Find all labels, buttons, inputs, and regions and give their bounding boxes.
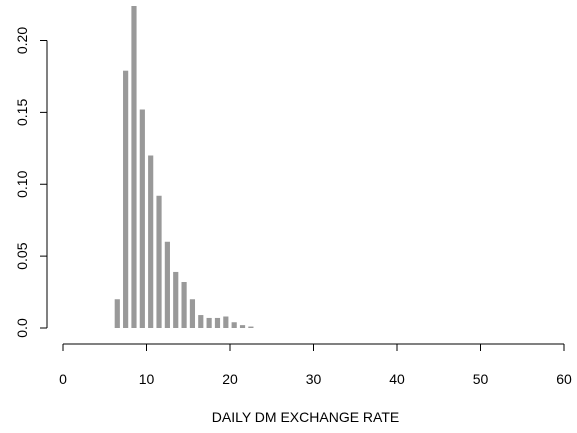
bar bbox=[198, 315, 204, 328]
x-tick-label: 30 bbox=[306, 371, 322, 387]
bar bbox=[139, 109, 145, 328]
bar bbox=[231, 322, 237, 328]
y-tick-label: 0.10 bbox=[14, 170, 30, 197]
bar bbox=[114, 299, 120, 328]
x-tick-label: 20 bbox=[222, 371, 238, 387]
x-tick-label: 50 bbox=[473, 371, 489, 387]
bar bbox=[206, 317, 212, 328]
bar bbox=[148, 155, 154, 328]
bar bbox=[123, 70, 129, 328]
x-axis-title: DAILY DM EXCHANGE RATE bbox=[212, 409, 399, 425]
x-tick-label: 10 bbox=[139, 371, 155, 387]
bar bbox=[164, 241, 170, 328]
bar bbox=[131, 6, 137, 328]
x-tick-label: 0 bbox=[59, 371, 67, 387]
bars-group bbox=[114, 6, 254, 329]
bar bbox=[248, 326, 254, 328]
bar bbox=[156, 195, 162, 328]
bar bbox=[223, 316, 229, 328]
bar bbox=[214, 317, 221, 328]
y-tick-label: 0.0 bbox=[14, 318, 30, 338]
x-tick-label: 40 bbox=[389, 371, 405, 387]
bar bbox=[181, 282, 187, 328]
bar bbox=[239, 325, 246, 329]
bar bbox=[173, 271, 179, 328]
y-tick-label: 0.20 bbox=[14, 27, 30, 54]
x-axis: 0 10 20 30 40 50 60 bbox=[59, 343, 572, 387]
bar bbox=[189, 299, 196, 328]
y-tick-label: 0.15 bbox=[14, 99, 30, 126]
y-axis: 0.0 0.05 0.10 0.15 0.20 bbox=[14, 27, 48, 338]
x-tick-label: 60 bbox=[556, 371, 572, 387]
y-tick-label: 0.05 bbox=[14, 242, 30, 269]
